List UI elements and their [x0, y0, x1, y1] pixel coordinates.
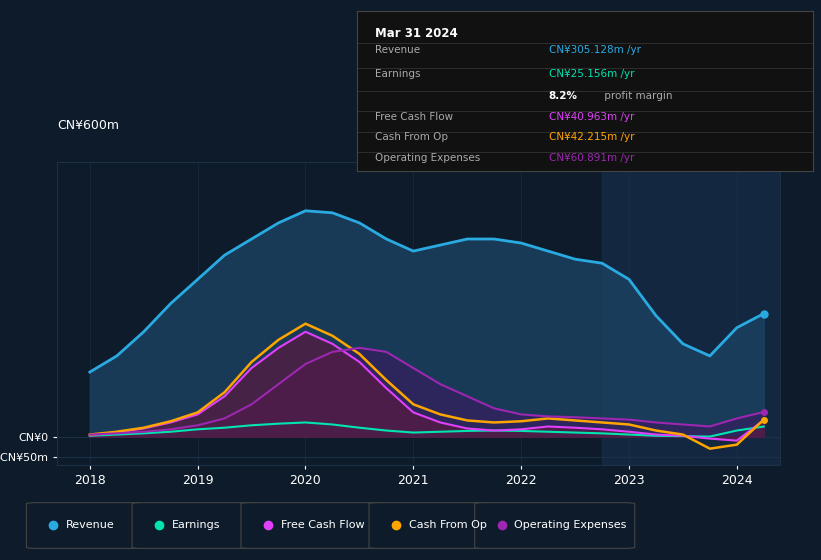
- Bar: [602, 162, 791, 465]
- Text: CN¥25.156m /yr: CN¥25.156m /yr: [548, 69, 634, 78]
- Text: Free Cash Flow: Free Cash Flow: [281, 520, 365, 530]
- FancyBboxPatch shape: [26, 503, 144, 548]
- Text: 8.2%: 8.2%: [548, 91, 577, 101]
- Text: Free Cash Flow: Free Cash Flow: [375, 112, 453, 122]
- Text: Revenue: Revenue: [67, 520, 115, 530]
- Text: CN¥600m: CN¥600m: [57, 119, 120, 132]
- Text: Operating Expenses: Operating Expenses: [375, 153, 480, 164]
- Text: Earnings: Earnings: [172, 520, 220, 530]
- Text: Revenue: Revenue: [375, 45, 420, 55]
- Text: CN¥305.128m /yr: CN¥305.128m /yr: [548, 45, 640, 55]
- FancyBboxPatch shape: [132, 503, 250, 548]
- Text: Cash From Op: Cash From Op: [375, 133, 448, 142]
- Text: Earnings: Earnings: [375, 69, 421, 78]
- FancyBboxPatch shape: [475, 503, 635, 548]
- FancyBboxPatch shape: [369, 503, 488, 548]
- Text: CN¥60.891m /yr: CN¥60.891m /yr: [548, 153, 634, 164]
- Text: CN¥42.215m /yr: CN¥42.215m /yr: [548, 133, 634, 142]
- Text: CN¥40.963m /yr: CN¥40.963m /yr: [548, 112, 634, 122]
- FancyBboxPatch shape: [241, 503, 378, 548]
- Text: Cash From Op: Cash From Op: [409, 520, 487, 530]
- Text: profit margin: profit margin: [601, 91, 672, 101]
- Text: Mar 31 2024: Mar 31 2024: [375, 27, 458, 40]
- Text: Operating Expenses: Operating Expenses: [515, 520, 626, 530]
